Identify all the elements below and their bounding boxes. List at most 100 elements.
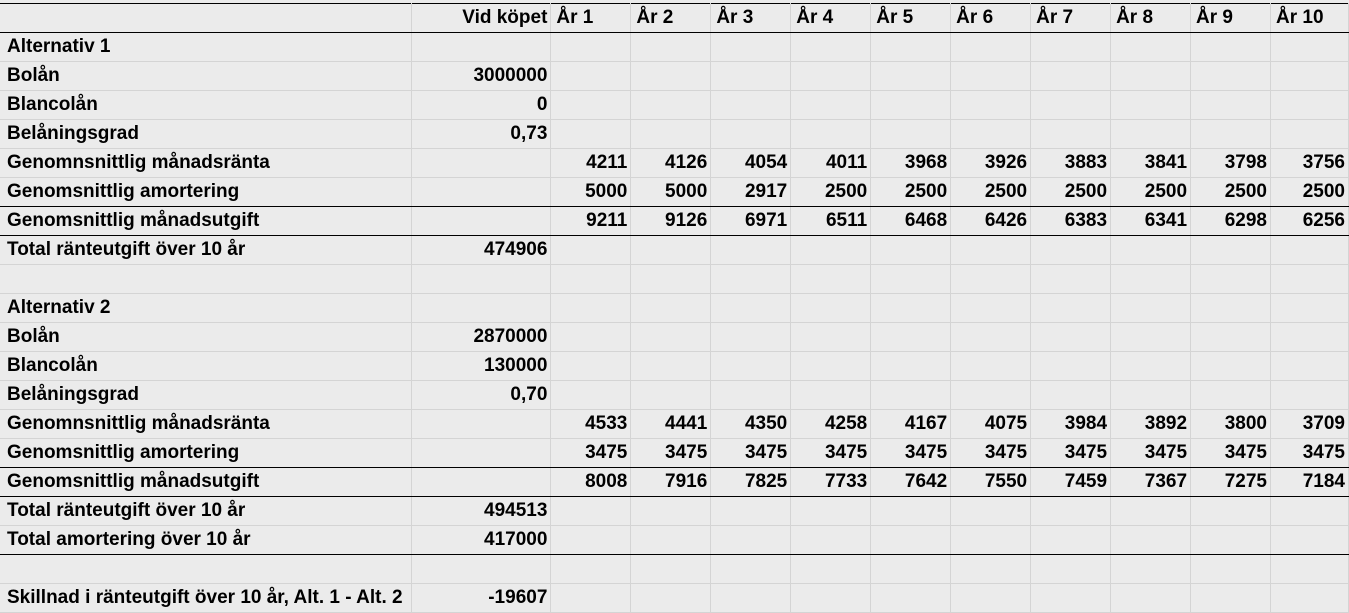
year-value-cell[interactable]	[710, 583, 792, 613]
year-value-cell[interactable]: 3798	[1190, 148, 1271, 178]
year-value-cell[interactable]: 4441	[630, 409, 712, 439]
header-year-cell[interactable]: År 6	[950, 3, 1032, 33]
row-label-cell[interactable]: Genomnsnittlig månadsränta	[0, 148, 413, 178]
row-label-cell[interactable]: Alternativ 1	[0, 32, 413, 62]
year-value-cell[interactable]: 7459	[1030, 467, 1112, 497]
year-value-cell[interactable]	[950, 90, 1032, 120]
year-value-cell[interactable]: 3475	[630, 438, 712, 468]
year-value-cell[interactable]: 3475	[710, 438, 792, 468]
year-value-cell[interactable]	[1110, 61, 1192, 91]
year-value-cell[interactable]	[790, 61, 872, 91]
year-value-cell[interactable]: 3475	[790, 438, 872, 468]
year-value-cell[interactable]	[1030, 322, 1112, 352]
purchase-value-cell[interactable]	[411, 177, 552, 207]
purchase-value-cell[interactable]: 0,73	[411, 119, 552, 149]
year-value-cell[interactable]	[1030, 525, 1112, 555]
year-value-cell[interactable]	[1110, 235, 1192, 265]
year-value-cell[interactable]	[1270, 496, 1349, 526]
year-value-cell[interactable]	[950, 235, 1032, 265]
year-value-cell[interactable]: 2500	[950, 177, 1032, 207]
year-value-cell[interactable]	[630, 554, 712, 584]
year-value-cell[interactable]	[1030, 119, 1112, 149]
year-value-cell[interactable]	[870, 496, 952, 526]
row-label-cell[interactable]: Belåningsgrad	[0, 119, 413, 149]
year-value-cell[interactable]: 3841	[1110, 148, 1192, 178]
purchase-value-cell[interactable]	[411, 409, 552, 439]
year-value-cell[interactable]: 3475	[1110, 438, 1192, 468]
year-value-cell[interactable]	[1270, 293, 1349, 323]
year-value-cell[interactable]	[1270, 380, 1349, 410]
year-value-cell[interactable]	[710, 380, 792, 410]
year-value-cell[interactable]	[950, 293, 1032, 323]
year-value-cell[interactable]	[790, 119, 872, 149]
year-value-cell[interactable]	[1110, 32, 1192, 62]
year-value-cell[interactable]: 4126	[630, 148, 712, 178]
purchase-value-cell[interactable]: 3000000	[411, 61, 552, 91]
year-value-cell[interactable]	[1110, 293, 1192, 323]
year-value-cell[interactable]	[630, 583, 712, 613]
purchase-value-cell[interactable]: -19607	[411, 583, 552, 613]
purchase-value-cell[interactable]: 130000	[411, 351, 552, 381]
year-value-cell[interactable]	[950, 380, 1032, 410]
year-value-cell[interactable]: 7916	[630, 467, 712, 497]
year-value-cell[interactable]	[1030, 351, 1112, 381]
year-value-cell[interactable]	[790, 583, 872, 613]
year-value-cell[interactable]: 4533	[550, 409, 632, 439]
year-value-cell[interactable]	[710, 351, 792, 381]
row-label-cell[interactable]	[0, 554, 413, 584]
year-value-cell[interactable]	[550, 61, 632, 91]
year-value-cell[interactable]	[950, 32, 1032, 62]
year-value-cell[interactable]	[550, 351, 632, 381]
year-value-cell[interactable]: 4350	[710, 409, 792, 439]
year-value-cell[interactable]	[790, 264, 872, 294]
year-value-cell[interactable]	[1110, 380, 1192, 410]
year-value-cell[interactable]: 5000	[550, 177, 632, 207]
year-value-cell[interactable]: 7184	[1270, 467, 1349, 497]
year-value-cell[interactable]	[550, 322, 632, 352]
row-label-cell[interactable]: Blancolån	[0, 351, 413, 381]
year-value-cell[interactable]	[710, 264, 792, 294]
header-purchase-cell[interactable]: Vid köpet	[411, 3, 552, 33]
year-value-cell[interactable]	[1030, 32, 1112, 62]
year-value-cell[interactable]	[710, 554, 792, 584]
year-value-cell[interactable]	[870, 90, 952, 120]
year-value-cell[interactable]: 6971	[710, 206, 792, 236]
year-value-cell[interactable]	[1030, 61, 1112, 91]
year-value-cell[interactable]: 3892	[1110, 409, 1192, 439]
year-value-cell[interactable]	[1190, 32, 1271, 62]
purchase-value-cell[interactable]	[411, 467, 552, 497]
year-value-cell[interactable]: 2917	[710, 177, 792, 207]
row-label-cell[interactable]: Genomsnittlig månadsutgift	[0, 467, 413, 497]
year-value-cell[interactable]	[790, 322, 872, 352]
row-label-cell[interactable]: Skillnad i ränteutgift över 10 år, Alt. …	[0, 583, 413, 613]
year-value-cell[interactable]	[1110, 264, 1192, 294]
purchase-value-cell[interactable]: 2870000	[411, 322, 552, 352]
year-value-cell[interactable]	[630, 293, 712, 323]
year-value-cell[interactable]	[1190, 496, 1271, 526]
year-value-cell[interactable]	[550, 119, 632, 149]
year-value-cell[interactable]	[790, 32, 872, 62]
year-value-cell[interactable]: 6298	[1190, 206, 1271, 236]
year-value-cell[interactable]	[630, 235, 712, 265]
year-value-cell[interactable]	[550, 264, 632, 294]
row-label-cell[interactable]: Total amortering över 10 år	[0, 525, 413, 555]
year-value-cell[interactable]	[550, 525, 632, 555]
year-value-cell[interactable]	[1190, 380, 1271, 410]
year-value-cell[interactable]	[710, 525, 792, 555]
year-value-cell[interactable]: 3756	[1270, 148, 1349, 178]
year-value-cell[interactable]	[710, 119, 792, 149]
year-value-cell[interactable]	[1110, 496, 1192, 526]
year-value-cell[interactable]	[950, 525, 1032, 555]
row-label-cell[interactable]: Total ränteutgift över 10 år	[0, 235, 413, 265]
year-value-cell[interactable]: 2500	[1110, 177, 1192, 207]
year-value-cell[interactable]	[950, 61, 1032, 91]
year-value-cell[interactable]	[1270, 351, 1349, 381]
year-value-cell[interactable]	[630, 119, 712, 149]
year-value-cell[interactable]	[870, 235, 952, 265]
year-value-cell[interactable]	[790, 380, 872, 410]
year-value-cell[interactable]	[1270, 32, 1349, 62]
year-value-cell[interactable]	[550, 380, 632, 410]
year-value-cell[interactable]	[790, 293, 872, 323]
year-value-cell[interactable]	[1270, 264, 1349, 294]
year-value-cell[interactable]	[1030, 293, 1112, 323]
